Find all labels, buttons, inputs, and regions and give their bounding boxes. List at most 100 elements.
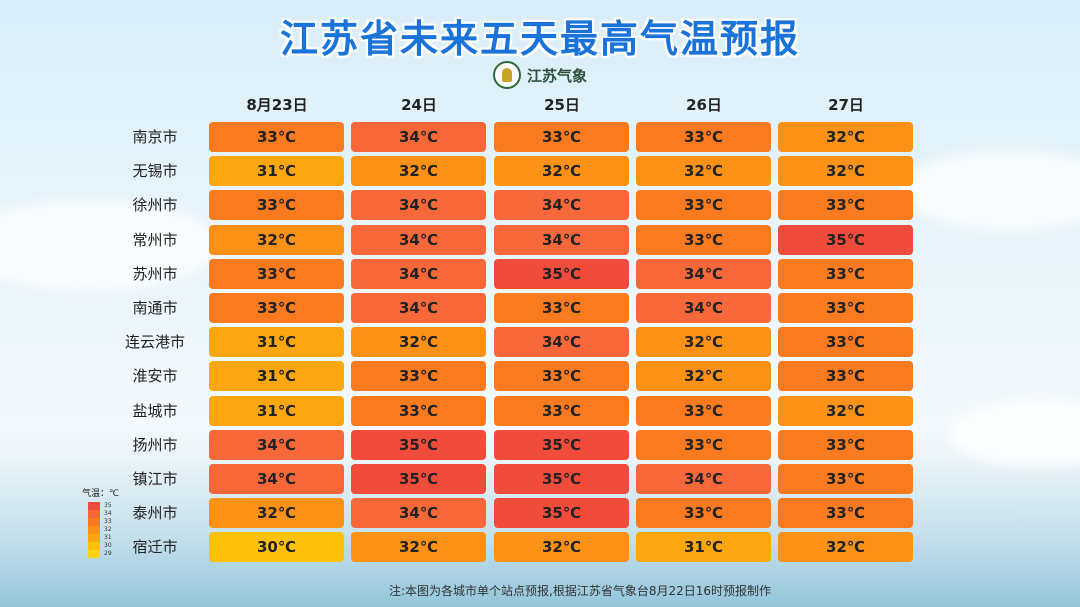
temperature-cell: 33℃ bbox=[636, 190, 771, 221]
city-label: 扬州市 bbox=[132, 435, 178, 454]
temperature-cell: 32℃ bbox=[351, 327, 486, 358]
legend-swatch bbox=[88, 502, 100, 510]
temperature-cell: 34℃ bbox=[351, 224, 486, 255]
city-label: 盐城市 bbox=[132, 401, 178, 420]
temperature-cell: 32℃ bbox=[209, 224, 344, 255]
temperature-cell: 34℃ bbox=[494, 224, 629, 255]
temperature-cell: 32℃ bbox=[636, 327, 771, 358]
logo: 江苏气象 bbox=[493, 60, 587, 90]
logo-text: 江苏气象 bbox=[527, 66, 588, 85]
legend-swatch bbox=[88, 510, 100, 518]
temperature-cell: 34℃ bbox=[351, 293, 486, 323]
city-label: 泰州市 bbox=[132, 504, 178, 523]
temperature-cell: 32℃ bbox=[494, 156, 629, 187]
temperature-cell: 32℃ bbox=[636, 156, 771, 187]
temperature-cell: 34℃ bbox=[351, 258, 486, 289]
temperature-cell: 34℃ bbox=[351, 122, 486, 152]
temperature-cell: 32℃ bbox=[494, 532, 629, 563]
legend-label: 30 bbox=[104, 542, 112, 549]
legend-swatch bbox=[88, 526, 100, 534]
temperature-cell: 33℃ bbox=[209, 122, 344, 152]
temperature-cell: 35℃ bbox=[494, 498, 629, 529]
city-label: 淮安市 bbox=[132, 367, 178, 386]
temperature-cell: 34℃ bbox=[494, 190, 629, 221]
legend-title: 气温：℃ bbox=[82, 489, 120, 499]
city-label: 南京市 bbox=[132, 128, 178, 146]
temperature-cell: 31℃ bbox=[209, 395, 344, 426]
temperature-cell: 33℃ bbox=[636, 224, 771, 255]
temperature-cell: 33℃ bbox=[778, 190, 913, 221]
day-header: 8月23日 bbox=[246, 96, 308, 114]
weather-bureau-emblem-icon bbox=[493, 61, 521, 89]
temperature-cell: 32℃ bbox=[778, 395, 913, 426]
legend-swatch bbox=[88, 550, 100, 558]
legend-swatch bbox=[88, 542, 100, 550]
temperature-cell: 33℃ bbox=[494, 361, 629, 392]
temperature-cell: 32℃ bbox=[351, 156, 486, 187]
day-header: 26日 bbox=[686, 96, 722, 114]
city-label: 苏州市 bbox=[132, 264, 178, 283]
day-header: 27日 bbox=[828, 96, 864, 114]
temperature-cell: 32℃ bbox=[778, 532, 913, 563]
temperature-cell: 31℃ bbox=[209, 327, 344, 358]
background-cloud bbox=[900, 150, 1080, 230]
temperature-cell: 33℃ bbox=[209, 258, 344, 289]
temperature-cell: 32℃ bbox=[636, 361, 771, 392]
temperature-cell: 31℃ bbox=[209, 361, 344, 392]
temperature-cell: 34℃ bbox=[636, 258, 771, 289]
city-label: 常州市 bbox=[132, 230, 178, 249]
legend-label: 35 bbox=[104, 502, 112, 509]
temperature-cell: 33℃ bbox=[351, 395, 486, 426]
city-label: 镇江市 bbox=[132, 470, 178, 488]
temperature-cell: 31℃ bbox=[636, 532, 771, 563]
temperature-cell: 33℃ bbox=[351, 361, 486, 392]
temperature-cell: 35℃ bbox=[778, 224, 913, 255]
temperature-cell: 30℃ bbox=[209, 532, 344, 563]
legend-label: 34 bbox=[104, 510, 112, 517]
temperature-cell: 34℃ bbox=[351, 190, 486, 221]
temperature-cell: 33℃ bbox=[494, 395, 629, 426]
temperature-cell: 33℃ bbox=[778, 429, 913, 460]
temperature-cell: 33℃ bbox=[636, 498, 771, 529]
temperature-cell: 33℃ bbox=[636, 429, 771, 460]
day-header: 25日 bbox=[544, 96, 580, 114]
city-label: 南通市 bbox=[132, 299, 178, 317]
day-header: 24日 bbox=[401, 96, 437, 114]
legend-swatch bbox=[88, 518, 100, 526]
temperature-cell: 34℃ bbox=[636, 464, 771, 494]
temperature-cell: 34℃ bbox=[351, 498, 486, 529]
temperature-cell: 33℃ bbox=[778, 361, 913, 392]
city-label: 徐州市 bbox=[132, 196, 178, 215]
temperature-cell: 35℃ bbox=[351, 429, 486, 460]
temperature-cell: 32℃ bbox=[209, 498, 344, 529]
temperature-cell: 33℃ bbox=[636, 122, 771, 152]
city-label: 宿迁市 bbox=[132, 538, 178, 557]
page-title: 江苏省未来五天最高气温预报 bbox=[279, 17, 800, 61]
temperature-cell: 35℃ bbox=[351, 464, 486, 494]
temperature-cell: 32℃ bbox=[778, 156, 913, 187]
temperature-cell: 33℃ bbox=[494, 293, 629, 323]
temperature-cell: 33℃ bbox=[778, 293, 913, 323]
temperature-cell: 33℃ bbox=[778, 327, 913, 358]
legend-label: 32 bbox=[104, 526, 112, 533]
legend-swatch bbox=[88, 534, 100, 542]
temperature-cell: 33℃ bbox=[494, 122, 629, 152]
temperature-cell: 35℃ bbox=[494, 258, 629, 289]
temperature-cell: 34℃ bbox=[636, 293, 771, 323]
footnote: 注:本图为各城市单个站点预报,根据江苏省气象台8月22日16时预报制作 bbox=[389, 584, 772, 598]
temperature-cell: 33℃ bbox=[636, 395, 771, 426]
temperature-cell: 32℃ bbox=[351, 532, 486, 563]
temperature-cell: 34℃ bbox=[209, 464, 344, 494]
legend-label: 29 bbox=[104, 550, 112, 557]
temperature-cell: 34℃ bbox=[209, 429, 344, 460]
temperature-cell: 33℃ bbox=[778, 498, 913, 529]
temperature-cell: 33℃ bbox=[209, 190, 344, 221]
background-cloud bbox=[0, 200, 220, 290]
city-label: 连云港市 bbox=[124, 333, 185, 352]
city-label: 无锡市 bbox=[132, 162, 178, 181]
legend-label: 33 bbox=[104, 518, 112, 525]
temperature-cell: 31℃ bbox=[209, 156, 344, 187]
temperature-cell: 34℃ bbox=[494, 327, 629, 358]
temperature-cell: 35℃ bbox=[494, 464, 629, 494]
temperature-cell: 32℃ bbox=[778, 122, 913, 152]
